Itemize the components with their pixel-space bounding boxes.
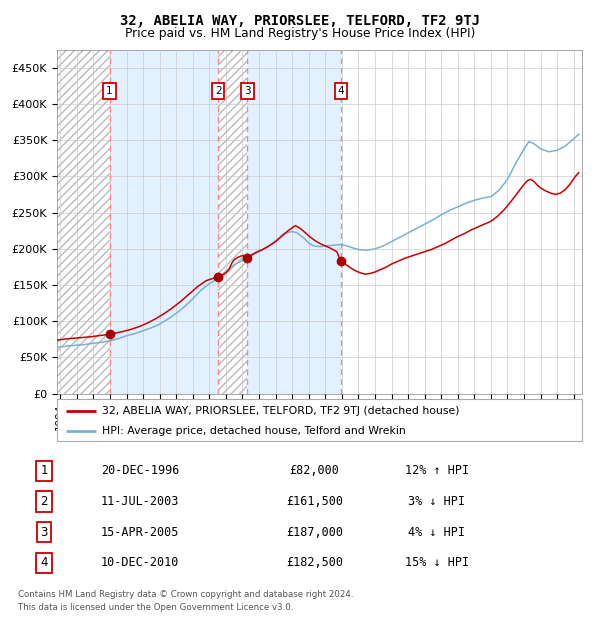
Text: Contains HM Land Registry data © Crown copyright and database right 2024.: Contains HM Land Registry data © Crown c…	[18, 590, 353, 600]
Text: 2: 2	[215, 86, 221, 96]
Bar	[57, 50, 110, 394]
Text: HPI: Average price, detached house, Telford and Wrekin: HPI: Average price, detached house, Telf…	[101, 426, 406, 436]
Text: 1: 1	[40, 464, 48, 477]
Text: £187,000: £187,000	[286, 526, 343, 539]
Text: 2: 2	[40, 495, 48, 508]
Text: This data is licensed under the Open Government Licence v3.0.: This data is licensed under the Open Gov…	[18, 603, 293, 612]
Text: 3: 3	[244, 86, 251, 96]
Text: £82,000: £82,000	[290, 464, 340, 477]
Text: 4% ↓ HPI: 4% ↓ HPI	[409, 526, 466, 539]
Text: 11-JUL-2003: 11-JUL-2003	[101, 495, 179, 508]
FancyBboxPatch shape	[57, 399, 582, 441]
Text: 4: 4	[40, 556, 48, 569]
Text: £182,500: £182,500	[286, 556, 343, 569]
Text: 12% ↑ HPI: 12% ↑ HPI	[405, 464, 469, 477]
Text: 32, ABELIA WAY, PRIORSLEE, TELFORD, TF2 9TJ: 32, ABELIA WAY, PRIORSLEE, TELFORD, TF2 …	[120, 14, 480, 28]
Bar	[110, 50, 218, 394]
Text: 3% ↓ HPI: 3% ↓ HPI	[409, 495, 466, 508]
Text: £161,500: £161,500	[286, 495, 343, 508]
Bar	[247, 50, 341, 394]
Text: 10-DEC-2010: 10-DEC-2010	[101, 556, 179, 569]
Text: Price paid vs. HM Land Registry's House Price Index (HPI): Price paid vs. HM Land Registry's House …	[125, 27, 475, 40]
Bar	[218, 50, 247, 394]
Text: 32, ABELIA WAY, PRIORSLEE, TELFORD, TF2 9TJ (detached house): 32, ABELIA WAY, PRIORSLEE, TELFORD, TF2 …	[101, 405, 459, 415]
Text: 1: 1	[106, 86, 113, 96]
Text: 15-APR-2005: 15-APR-2005	[101, 526, 179, 539]
Text: 3: 3	[40, 526, 47, 539]
Text: 20-DEC-1996: 20-DEC-1996	[101, 464, 179, 477]
Text: 15% ↓ HPI: 15% ↓ HPI	[405, 556, 469, 569]
Text: 4: 4	[338, 86, 344, 96]
